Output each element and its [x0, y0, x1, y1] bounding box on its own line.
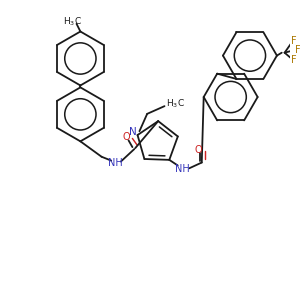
Text: F: F	[295, 45, 300, 55]
Text: F: F	[291, 56, 297, 65]
Text: N: N	[129, 127, 136, 137]
Text: H$_3$C: H$_3$C	[63, 16, 82, 28]
Text: F: F	[291, 36, 297, 46]
Text: H$_3$C: H$_3$C	[166, 98, 184, 110]
Text: NH: NH	[175, 164, 190, 174]
Text: O: O	[123, 133, 130, 142]
Text: NH: NH	[108, 158, 122, 167]
Text: O: O	[194, 145, 202, 155]
